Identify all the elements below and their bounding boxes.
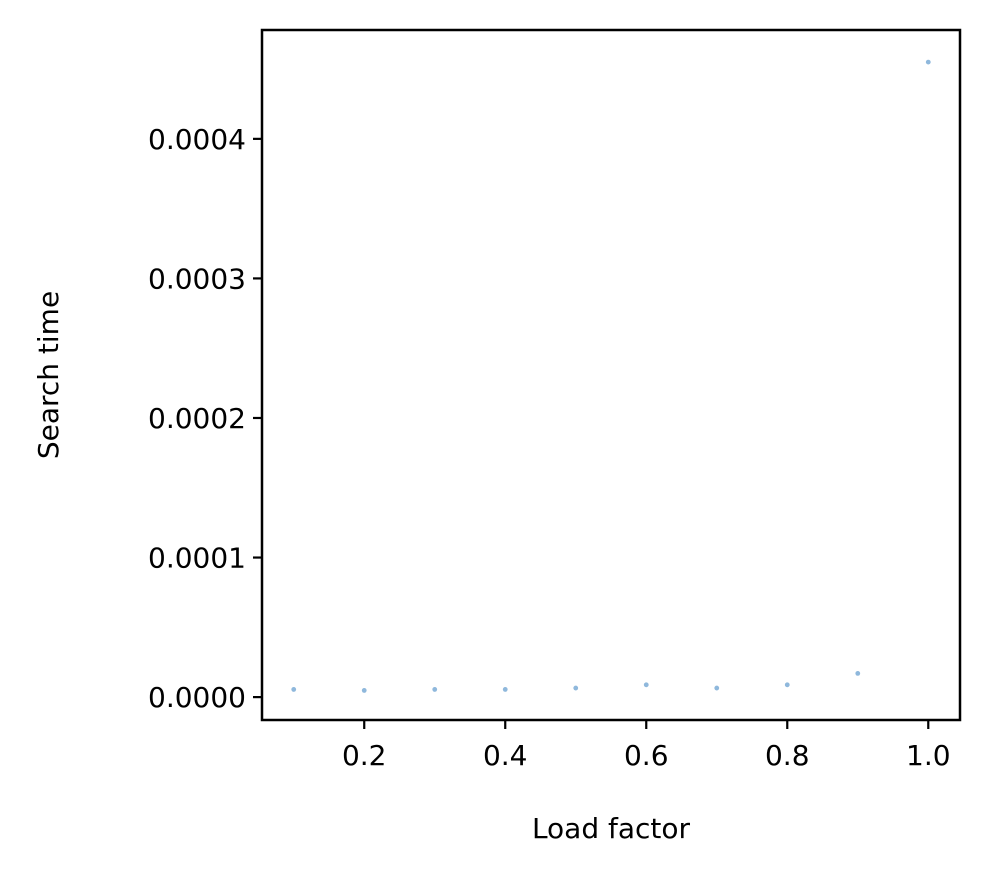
- data-point: [291, 687, 297, 692]
- data-point: [502, 687, 508, 692]
- x-tick-label: 0.8: [765, 739, 810, 772]
- y-tick-label: 0.0002: [148, 402, 246, 435]
- x-axis-label: Load factor: [532, 812, 691, 845]
- y-axis-ticks: 0.0000 0.0001 0.0002 0.0003 0.0004: [148, 123, 262, 714]
- y-tick-label: 0.0004: [148, 123, 246, 156]
- y-axis-label: Search time: [32, 291, 65, 459]
- data-point: [361, 688, 367, 693]
- data-point: [432, 687, 438, 692]
- x-tick-label: 0.6: [624, 739, 669, 772]
- data-point: [714, 685, 720, 691]
- data-point: [573, 685, 579, 691]
- data-point: [643, 682, 649, 688]
- data-point: [925, 59, 931, 65]
- x-axis-ticks: 0.2 0.4 0.6 0.8 1.0: [342, 720, 951, 772]
- plot-frame: [260, 28, 962, 722]
- data-point: [855, 670, 861, 676]
- x-tick-label: 0.2: [342, 739, 387, 772]
- data-point: [784, 682, 790, 688]
- x-tick-label: 0.4: [483, 739, 528, 772]
- y-tick-label: 0.0001: [148, 542, 246, 575]
- y-tick-label: 0.0003: [148, 262, 246, 295]
- data-points: [291, 59, 931, 693]
- y-tick-label: 0.0000: [148, 681, 246, 714]
- x-tick-label: 1.0: [906, 739, 951, 772]
